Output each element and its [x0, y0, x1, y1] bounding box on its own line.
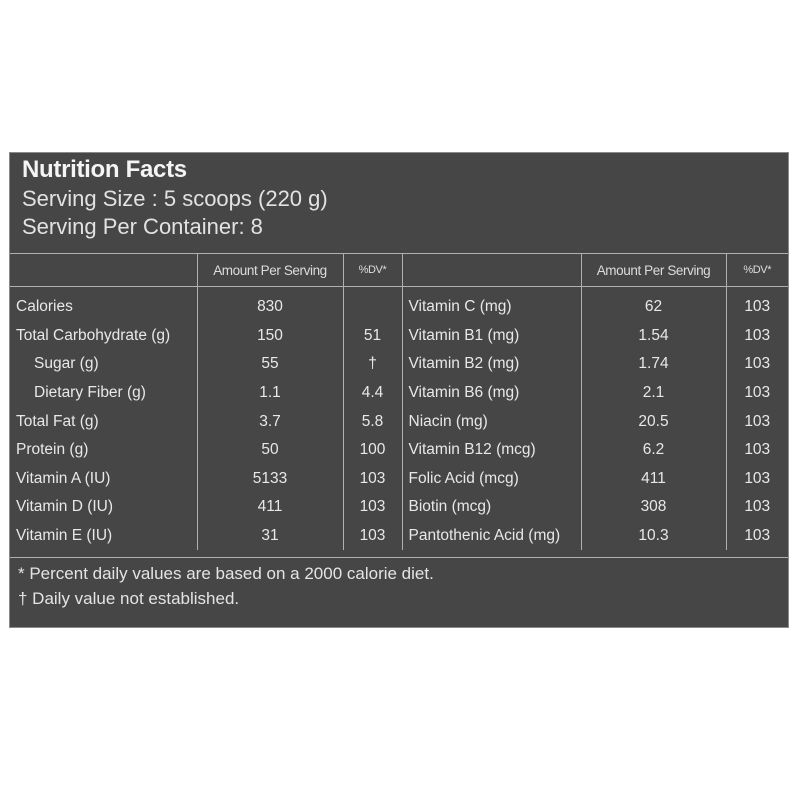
nutrient-amount: 2.1: [580, 378, 726, 408]
nutrient-dv: 103: [725, 321, 788, 351]
nutrient-name: Sugar (g): [34, 355, 99, 373]
nutrient-amount: 55: [196, 350, 343, 379]
nutrient-dv: 103: [725, 407, 788, 436]
nutrient-dv: 5.8: [342, 407, 402, 436]
table-row: Vitamin D (IU) 411 103 Biotin (mcg) 308 …: [10, 493, 788, 522]
nutrient-name: Vitamin B6 (mg): [401, 378, 581, 408]
nutrient-dv: 100: [342, 435, 402, 465]
nutrient-name: Vitamin B1 (mg): [401, 321, 581, 351]
nutrient-amount: 411: [196, 493, 343, 522]
nutrient-name: Protein (g): [16, 441, 89, 459]
nutrient-dv: 103: [725, 350, 788, 379]
nutrient-dv: 51: [342, 321, 402, 351]
nutrient-amount: 50: [196, 435, 343, 465]
nutrition-facts-panel: Nutrition Facts Serving Size : 5 scoops …: [9, 152, 789, 628]
right-name-header: [401, 253, 581, 287]
table-row: Dietary Fiber (g) 1.1 4.4 Vitamin B6 (mg…: [10, 378, 788, 408]
serving-size: Serving Size : 5 scoops (220 g): [22, 186, 328, 211]
nutrient-name: Folic Acid (mcg): [401, 464, 581, 494]
nutrient-amount: 1.54: [580, 321, 726, 351]
nutrient-dv: 103: [342, 464, 402, 494]
table-row: Total Fat (g) 3.7 5.8 Niacin (mg) 20.5 1…: [10, 407, 788, 436]
nutrient-name: Total Fat (g): [16, 412, 99, 430]
nutrient-dv: [342, 286, 402, 322]
nutrient-name: Vitamin D (IU): [16, 498, 114, 516]
nutrient-name: Vitamin B12 (mcg): [401, 435, 581, 465]
nutrient-name: Niacin (mg): [401, 407, 581, 436]
nutrient-dv: †: [342, 350, 402, 379]
footnote-divider: [10, 557, 788, 558]
nutrient-name: Calories: [16, 298, 73, 316]
nutrient-amount: 411: [580, 464, 726, 494]
nutrient-amount: 3.7: [196, 407, 343, 436]
left-amount-header: Amount Per Serving: [196, 253, 343, 287]
footnotes: * Percent daily values are based on a 20…: [18, 561, 434, 611]
nutrient-amount: 5133: [196, 464, 343, 494]
left-dv-header: %DV*: [342, 253, 402, 287]
nutrient-dv: 103: [342, 493, 402, 522]
table-row: Sugar (g) 55 † Vitamin B2 (mg) 1.74 103: [10, 350, 788, 379]
nutrient-amount: 308: [580, 493, 726, 522]
nutrient-name: Vitamin B2 (mg): [401, 350, 581, 379]
nutrient-name: Dietary Fiber (g): [34, 384, 146, 402]
nutrient-dv: 103: [342, 521, 402, 551]
right-dv-header: %DV*: [725, 253, 788, 287]
nutrient-name: Vitamin E (IU): [16, 527, 113, 545]
nutrient-dv: 103: [725, 378, 788, 408]
right-amount-header: Amount Per Serving: [580, 253, 726, 287]
table-row: Calories 830 Vitamin C (mg) 62 103: [10, 286, 788, 322]
nutrient-amount: 6.2: [580, 435, 726, 465]
nutrient-amount: 1.1: [196, 378, 343, 408]
nutrient-amount: 62: [580, 286, 726, 322]
footnote-dv: * Percent daily values are based on a 20…: [18, 564, 434, 583]
nutrient-dv: 4.4: [342, 378, 402, 408]
nutrient-amount: 20.5: [580, 407, 726, 436]
nutrient-amount: 10.3: [580, 521, 726, 551]
table-row: Vitamin E (IU) 31 103 Pantothenic Acid (…: [10, 521, 788, 551]
nutrient-name: Pantothenic Acid (mg): [401, 521, 581, 551]
nutrient-amount: 150: [196, 321, 343, 351]
nutrient-dv: 103: [725, 493, 788, 522]
nutrient-name: Biotin (mcg): [401, 493, 581, 522]
nutrient-amount: 1.74: [580, 350, 726, 379]
nutrient-dv: 103: [725, 521, 788, 551]
table-row: Vitamin A (IU) 5133 103 Folic Acid (mcg)…: [10, 464, 788, 494]
label-header: Nutrition Facts Serving Size : 5 scoops …: [22, 155, 328, 241]
table-header-row: Amount Per Serving %DV* Amount Per Servi…: [10, 253, 788, 287]
label-title: Nutrition Facts: [22, 156, 187, 183]
left-name-header: [10, 253, 197, 287]
nutrient-dv: 103: [725, 464, 788, 494]
table-row: Total Carbohydrate (g) 150 51 Vitamin B1…: [10, 321, 788, 351]
nutrient-name: Vitamin A (IU): [16, 469, 111, 487]
nutrient-dv: 103: [725, 286, 788, 322]
nutrient-amount: 31: [196, 521, 343, 551]
nutrient-table: Amount Per Serving %DV* Amount Per Servi…: [10, 253, 788, 551]
footnote-dagger: † Daily value not established.: [18, 589, 240, 608]
nutrient-dv: 103: [725, 435, 788, 465]
servings-per-container: Serving Per Container: 8: [22, 214, 263, 239]
table-row: Protein (g) 50 100 Vitamin B12 (mcg) 6.2…: [10, 435, 788, 465]
nutrient-name: Vitamin C (mg): [401, 286, 581, 322]
nutrient-name: Total Carbohydrate (g): [16, 326, 171, 344]
nutrient-amount: 830: [196, 286, 343, 322]
